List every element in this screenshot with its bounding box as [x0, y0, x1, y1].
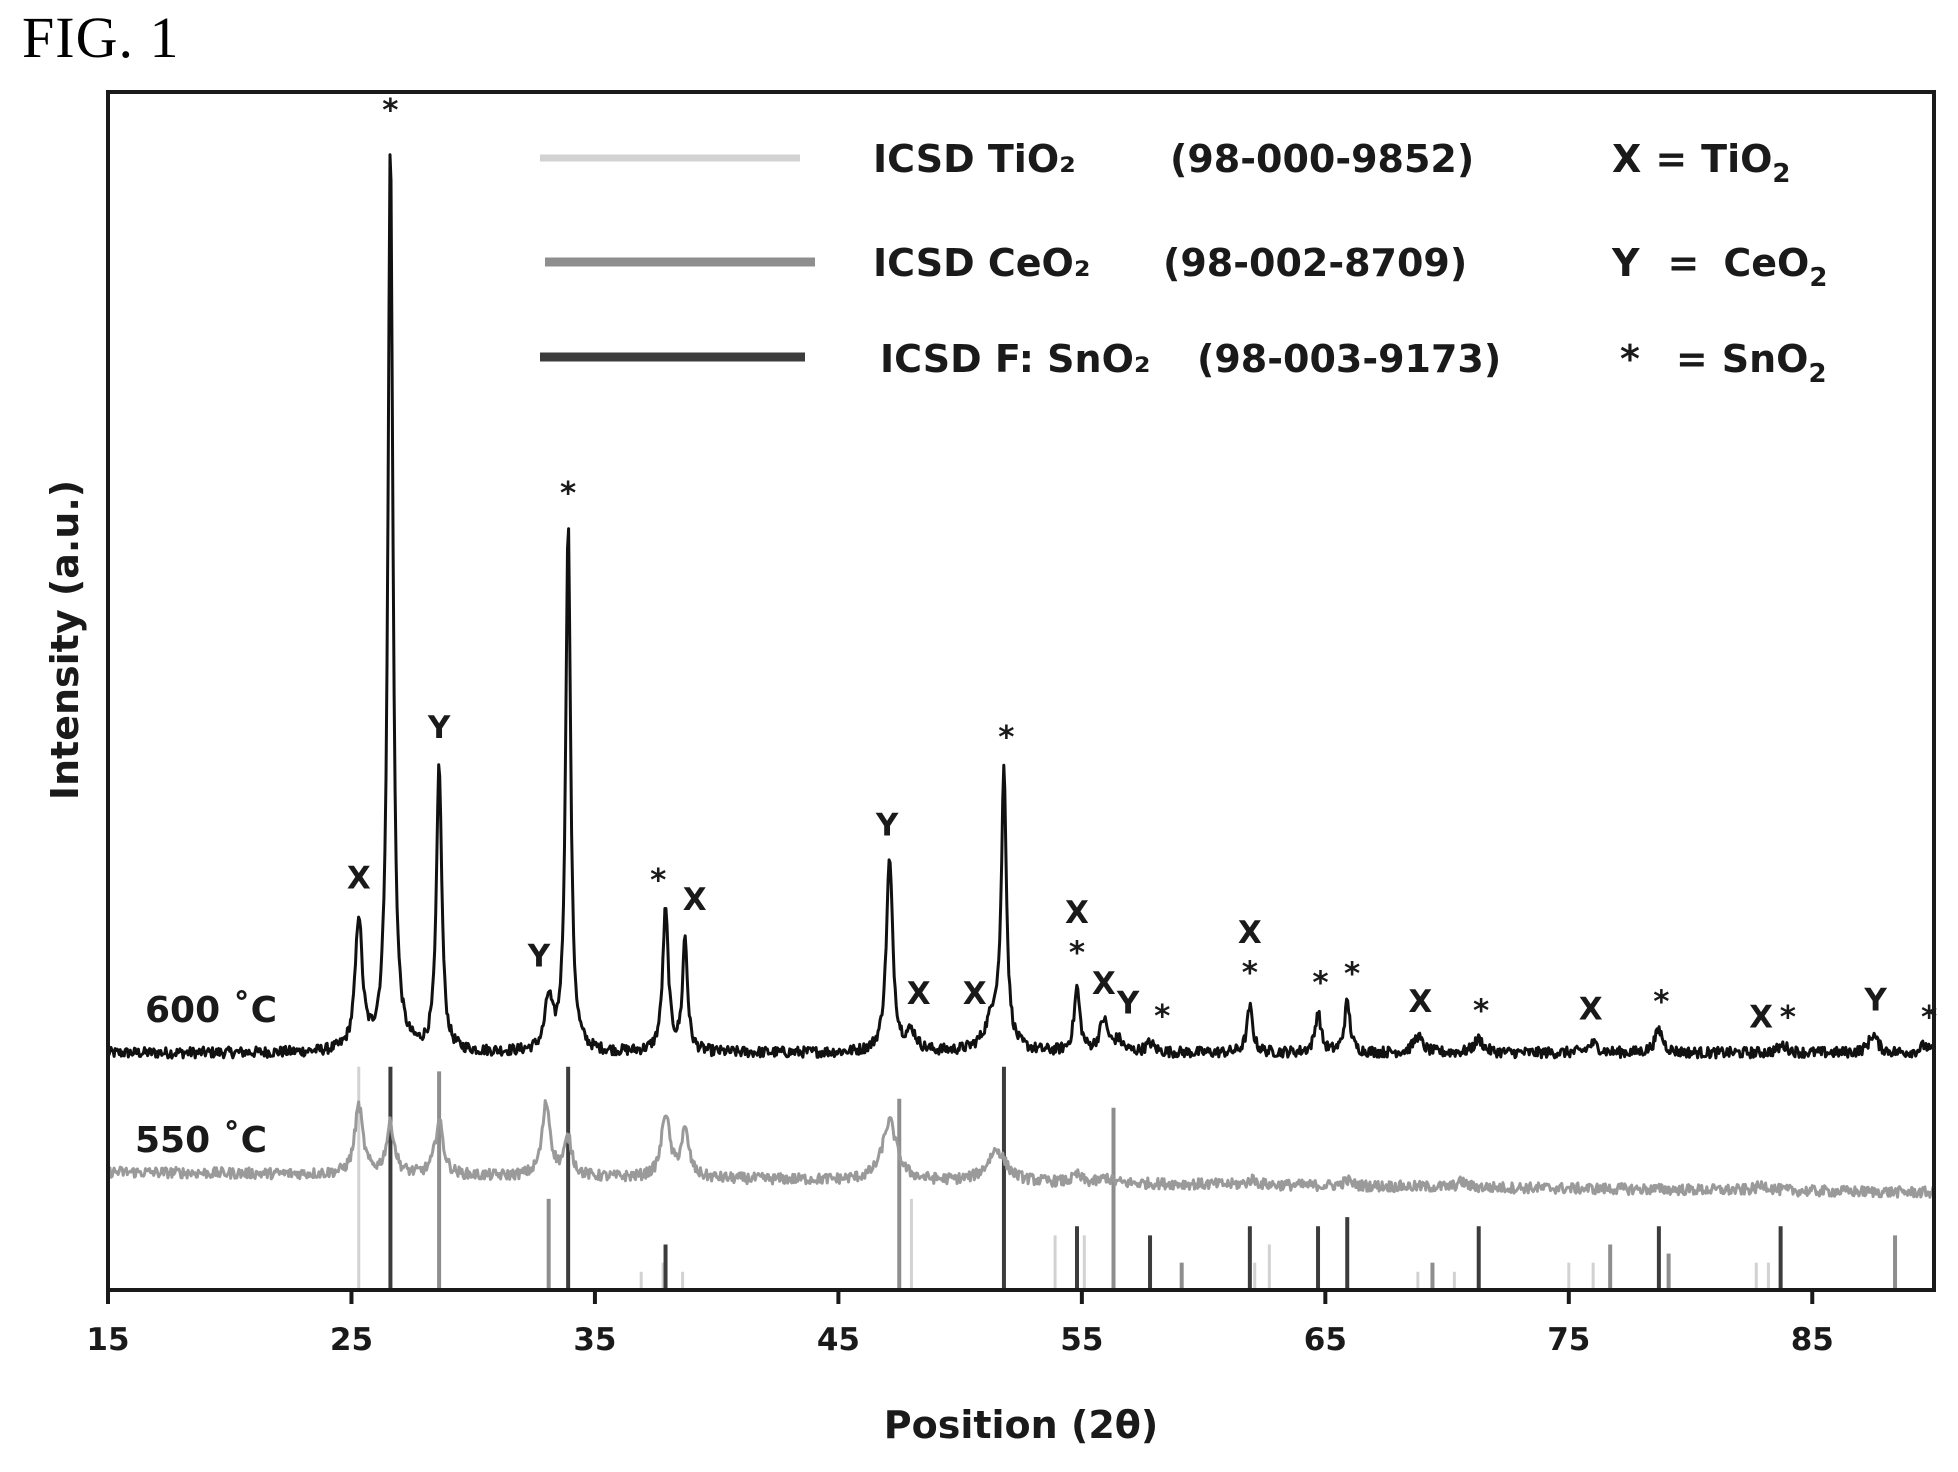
- peak-label: X: [1408, 984, 1432, 1020]
- peak-label: X: [1749, 999, 1773, 1035]
- phase-key-sno2: * = SnO2: [1620, 337, 1827, 389]
- x-tick-label: 35: [573, 1322, 616, 1358]
- peak-label: Y: [527, 938, 551, 974]
- legend: ICSD TiO₂ (98-000-9852) ICSD CeO₂ (98-00…: [540, 137, 1501, 381]
- peak-label: X: [1579, 992, 1603, 1028]
- peak-label: X: [683, 882, 707, 918]
- phase-key: X = TiO2 Y = CeO2 * = SnO2: [1611, 137, 1827, 389]
- peak-label: *: [1921, 999, 1937, 1035]
- trace-label-550: 550 ˚C: [135, 1120, 267, 1161]
- peak-label: *: [650, 862, 666, 898]
- peak-label: X: [1092, 966, 1116, 1002]
- phase-key-eq: =: [1676, 337, 1708, 381]
- peak-label: *: [1344, 956, 1360, 992]
- peak-label: *: [1780, 1000, 1796, 1036]
- reference-lines-layer: [357, 1066, 1936, 1290]
- x-tick-label: 25: [330, 1322, 373, 1358]
- traces-layer: [106, 153, 1936, 1199]
- phase-key-tio2: X = TiO2: [1612, 137, 1791, 189]
- peak-label: *: [1069, 935, 1085, 971]
- x-tick-label: 15: [86, 1322, 129, 1358]
- phase-key-symbol: *: [1620, 337, 1640, 381]
- peak-label: X: [963, 976, 987, 1012]
- legend-label-sno2: ICSD F: SnO₂: [880, 337, 1151, 381]
- peak-label: Y: [427, 710, 451, 746]
- phase-key-symbol: Y: [1611, 241, 1640, 285]
- y-axis-title: Intensity (a.u.): [43, 480, 87, 800]
- x-tick-label: 65: [1304, 1322, 1347, 1358]
- trace-550: [106, 1099, 1936, 1199]
- x-ticks-layer: 15 25 35 45 55 65 75 85: [86, 1290, 1834, 1358]
- peak-label: *: [1653, 984, 1669, 1020]
- peak-label: *: [560, 475, 576, 511]
- x-tick-label: 55: [1060, 1322, 1103, 1358]
- phase-key-sub: 2: [1808, 359, 1826, 389]
- peak-label: *: [382, 92, 398, 128]
- phase-key-eq: =: [1668, 241, 1700, 285]
- phase-key-symbol: X: [1612, 137, 1641, 181]
- figure-label: FIG. 1: [22, 5, 180, 70]
- peak-label: *: [998, 719, 1014, 755]
- phase-key-sub: 2: [1809, 263, 1827, 293]
- phase-key-phase: SnO: [1722, 337, 1809, 381]
- peak-label: Y: [875, 808, 899, 844]
- peak-label: X: [907, 976, 931, 1012]
- peak-label: X: [347, 861, 371, 897]
- phase-key-ceo2: Y = CeO2: [1611, 241, 1827, 293]
- x-tick-label: 85: [1791, 1322, 1834, 1358]
- peak-label: Y: [1116, 986, 1140, 1022]
- x-tick-label: 45: [817, 1322, 860, 1358]
- x-tick-label: 75: [1547, 1322, 1590, 1358]
- legend-code-ceo2: (98-002-8709): [1163, 241, 1467, 285]
- peak-label: *: [1473, 993, 1489, 1029]
- peak-label: X: [1238, 915, 1262, 951]
- peak-label: Y: [1863, 983, 1887, 1019]
- peak-label: X: [1065, 895, 1089, 931]
- legend-label-ceo2: ICSD CeO₂: [873, 241, 1090, 285]
- x-axis-title: Position (2θ): [884, 1403, 1158, 1447]
- trace-label-600: 600 ˚C: [145, 990, 277, 1031]
- legend-code-tio2: (98-000-9852): [1170, 137, 1474, 181]
- phase-key-phase: CeO: [1723, 241, 1809, 285]
- phase-key-sub: 2: [1772, 159, 1790, 189]
- trace-600: [106, 153, 1936, 1060]
- legend-code-sno2: (98-003-9173): [1197, 337, 1501, 381]
- plot-frame: [106, 90, 1936, 1292]
- phase-key-eq: =: [1655, 137, 1687, 181]
- peak-label: *: [1242, 955, 1258, 991]
- peak-label: *: [1312, 965, 1328, 1001]
- phase-key-phase: TiO: [1701, 137, 1772, 181]
- legend-label-tio2: ICSD TiO₂: [873, 137, 1076, 181]
- peak-labels-layer: X*YY**XYX X*X*XY *X* * *X * X * X * Y *: [347, 92, 1937, 1035]
- peak-label: *: [1154, 999, 1170, 1035]
